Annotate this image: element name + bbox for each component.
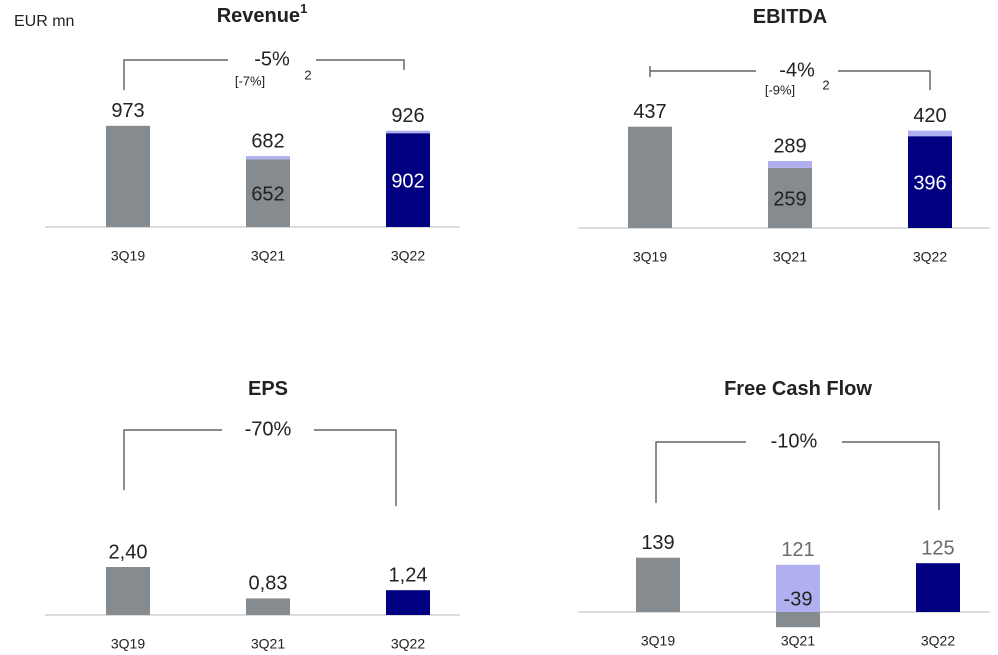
value-label: 902 bbox=[391, 170, 424, 192]
change-label: -4% bbox=[779, 59, 815, 81]
bar-segment bbox=[106, 567, 150, 615]
x-tick-label: 3Q21 bbox=[251, 636, 285, 652]
x-tick-label: 3Q22 bbox=[921, 633, 955, 649]
total-label: 289 bbox=[773, 135, 806, 157]
bar-segment bbox=[246, 598, 290, 615]
x-tick-label: 3Q22 bbox=[391, 636, 425, 652]
bar-segment bbox=[636, 557, 680, 612]
chart-title-note: 1 bbox=[300, 1, 307, 16]
bar-segment bbox=[386, 133, 430, 227]
bar-segment bbox=[908, 130, 952, 137]
change-note-ref: 2 bbox=[822, 77, 829, 92]
value-label: 259 bbox=[773, 188, 806, 210]
x-tick-label: 3Q21 bbox=[773, 249, 807, 265]
x-tick-label: 3Q19 bbox=[111, 248, 145, 264]
bar-segment bbox=[106, 125, 150, 227]
change-note-ref: 2 bbox=[304, 67, 311, 82]
value-label: 652 bbox=[251, 183, 284, 205]
unit-label: EUR mn bbox=[14, 13, 74, 30]
bar-segment bbox=[246, 159, 290, 227]
x-tick-label: 3Q22 bbox=[391, 248, 425, 264]
chart-title-text: Free Cash Flow bbox=[724, 378, 872, 400]
x-tick-label: 3Q21 bbox=[251, 248, 285, 264]
change-label: -10% bbox=[771, 430, 818, 452]
bar-segment bbox=[246, 156, 290, 160]
chart-title-text: EBITDA bbox=[753, 6, 827, 28]
value-label: 973 bbox=[111, 100, 144, 122]
change-label: -70% bbox=[245, 418, 292, 440]
change-note: [-9%] bbox=[765, 82, 795, 97]
change-bracket bbox=[655, 441, 940, 510]
bar-segment bbox=[386, 590, 430, 615]
value-label: 437 bbox=[633, 101, 666, 123]
x-tick-label: 3Q19 bbox=[641, 633, 675, 649]
change-bracket bbox=[123, 429, 397, 506]
change-label: -5% bbox=[254, 48, 290, 70]
bar-segment bbox=[776, 612, 820, 628]
x-tick-label: 3Q19 bbox=[111, 636, 145, 652]
x-tick-label: 3Q21 bbox=[781, 633, 815, 649]
value-label: 0,83 bbox=[249, 573, 288, 595]
chart-title: EPS bbox=[248, 378, 288, 400]
change-bracket bbox=[123, 59, 405, 90]
bar-segment bbox=[768, 161, 812, 168]
value-label: 125 bbox=[921, 537, 954, 559]
bar-segment bbox=[628, 126, 672, 228]
x-tick-label: 3Q22 bbox=[913, 249, 947, 265]
bar-segment bbox=[768, 167, 812, 228]
value-label: 1,24 bbox=[389, 564, 428, 586]
bar-segment bbox=[908, 136, 952, 228]
value-label: -39 bbox=[784, 588, 813, 610]
x-tick-label: 3Q19 bbox=[633, 249, 667, 265]
chart-title: EBITDA bbox=[753, 6, 827, 28]
total-label: 926 bbox=[391, 105, 424, 127]
value-label: 396 bbox=[913, 172, 946, 194]
value-label: 2,40 bbox=[109, 541, 148, 563]
chart-title: Free Cash Flow bbox=[724, 378, 872, 400]
change-note: [-7%] bbox=[235, 73, 265, 88]
bar-segment bbox=[776, 564, 820, 612]
bar-segment bbox=[386, 130, 430, 134]
value-label: 139 bbox=[641, 532, 674, 554]
value-label: 121 bbox=[781, 539, 814, 561]
bar-segment bbox=[916, 563, 960, 612]
chart-title-text: Revenue bbox=[217, 5, 300, 27]
chart-title: Revenue1 bbox=[217, 1, 308, 27]
total-label: 682 bbox=[251, 130, 284, 152]
total-label: 420 bbox=[913, 105, 946, 127]
chart-title-text: EPS bbox=[248, 378, 288, 400]
change-bracket bbox=[649, 66, 931, 90]
